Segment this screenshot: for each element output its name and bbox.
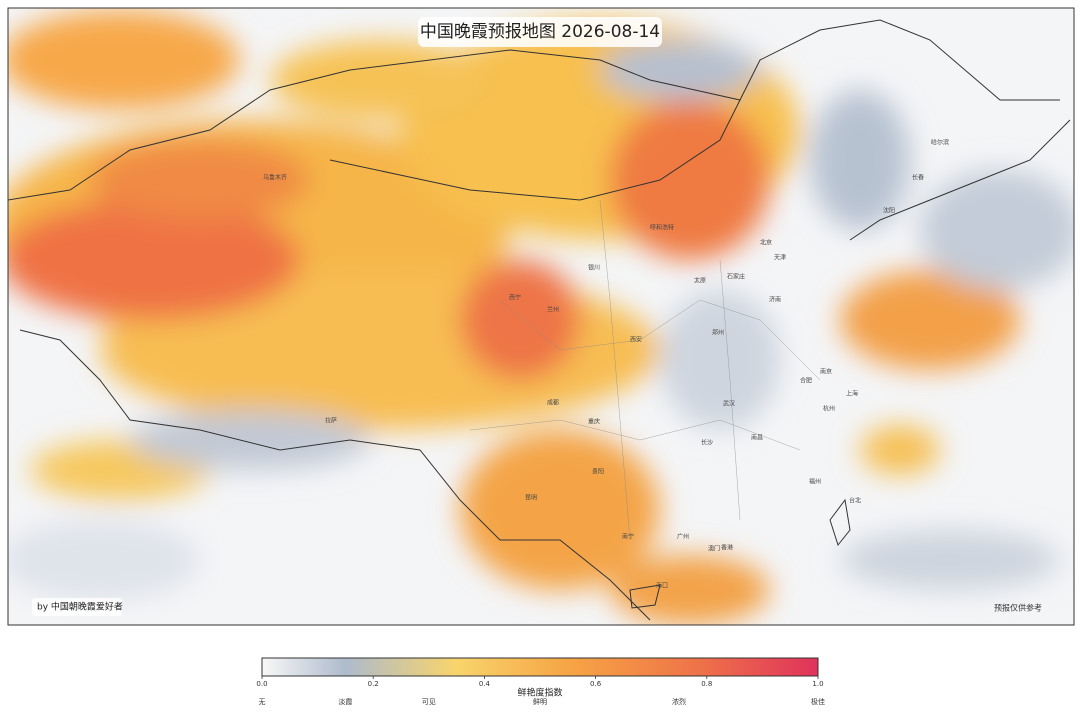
city-label: 武汉	[723, 400, 735, 408]
city-labels: 乌鲁木齐 西宁 兰州 银川 呼和浩特 北京 天津 石家庄 太原 济南 郑州 西安…	[263, 139, 949, 590]
city-label: 西宁	[509, 294, 521, 302]
colorbar-label: 鲜艳度指数	[517, 687, 562, 699]
city-label: 太原	[694, 277, 706, 285]
city-label: 上海	[846, 390, 858, 398]
city-label: 成都	[547, 399, 559, 407]
colorbar-category: 无	[259, 698, 266, 706]
city-label: 南昌	[751, 434, 763, 442]
colorbar-tick-label: 0.6	[590, 680, 602, 688]
city-label: 北京	[760, 239, 772, 247]
city-label: 哈尔滨	[931, 139, 949, 147]
colorbar-tick-label: 1.0	[812, 680, 823, 688]
colorbar-category: 淡霞	[338, 698, 352, 706]
city-label: 呼和浩特	[650, 224, 674, 232]
colorbar-category: 鲜明	[533, 697, 547, 706]
colorbar-category: 可见	[422, 698, 436, 706]
city-label: 贵阳	[592, 468, 604, 476]
city-label: 长沙	[701, 439, 713, 447]
city-label: 福州	[809, 478, 821, 486]
colorbar-tick-label: 0.8	[701, 680, 712, 688]
colorbar-tick-label: 0.2	[368, 680, 379, 688]
city-label: 西安	[630, 336, 642, 344]
city-label: 长春	[912, 174, 924, 182]
city-label: 乌鲁木齐	[263, 174, 287, 182]
disclaimer: 预报仅供参考	[994, 603, 1042, 613]
city-label: 合肥	[800, 377, 812, 385]
city-label: 银川	[588, 264, 600, 272]
city-label: 兰州	[547, 306, 559, 314]
city-label: 拉萨	[325, 417, 337, 425]
city-label: 台北	[849, 497, 861, 505]
colorbar-tick-label: 0.0	[256, 680, 267, 688]
city-label: 重庆	[588, 418, 600, 426]
city-label: 郑州	[712, 329, 724, 337]
credit: by 中国朝晚霞爱好者	[37, 601, 123, 613]
city-label: 石家庄	[727, 273, 745, 281]
city-label: 济南	[769, 296, 781, 304]
city-label: 广州	[677, 533, 689, 541]
city-label: 天津	[774, 255, 786, 262]
city-label: 沈阳	[883, 207, 895, 215]
credit-box	[32, 598, 122, 616]
city-label: 南宁	[622, 533, 634, 541]
forecast-map	[8, 8, 1074, 625]
city-label: 香港	[721, 544, 733, 552]
city-label: 海口	[656, 582, 668, 590]
colorbar-tick-label: 0.4	[479, 680, 491, 688]
map-title: 中国晚霞预报地图 2026-08-14	[420, 22, 660, 42]
city-label: 杭州	[823, 405, 835, 413]
map-frame	[7, 7, 1075, 626]
city-label: 南京	[820, 368, 832, 376]
title-box	[418, 17, 662, 47]
colorbar	[261, 657, 819, 677]
city-label: 澳门	[708, 545, 720, 553]
city-label: 昆明	[525, 495, 537, 502]
colorbar-category: 浓烈	[672, 697, 686, 706]
colorbar-category: 极佳	[811, 697, 825, 706]
